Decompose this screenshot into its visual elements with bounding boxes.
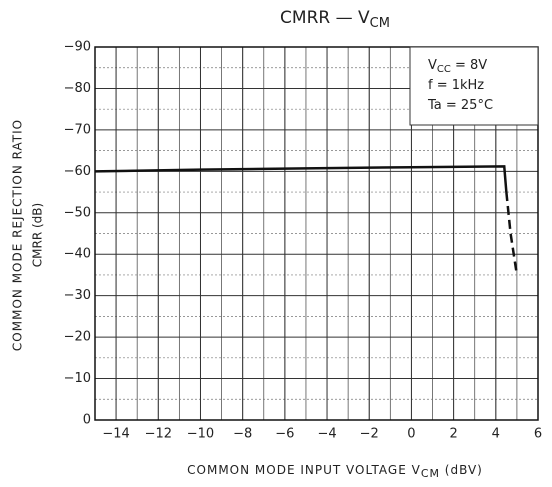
annotation-part: V [428,58,437,73]
annotation-part: f = 1kHz [428,78,484,93]
annotation-part: CC [437,64,451,75]
y-tick-label: −10 [64,371,91,386]
x-tick-label: −4 [317,427,336,442]
y-tick-label: −60 [64,164,91,179]
x-label: COMMON MODE INPUT VOLTAGE VCM (dBV) [187,463,483,481]
x-tick-label: 0 [407,427,415,442]
plot-frame [94,46,539,421]
y-tick-label: −70 [64,122,91,137]
chart-title: CMRR — VCM [280,8,390,31]
x-tick-label: 4 [492,427,500,442]
x-tick-label: −8 [233,427,252,442]
x-tick-label: −12 [145,427,172,442]
y-label: CMRR (dB) [31,203,45,267]
annotation: VCC = 8V [428,58,487,76]
y-tick-label: −40 [64,247,91,262]
y-tick-label: −90 [64,40,91,55]
line [94,165,508,193]
x-tick-label: −10 [187,427,214,442]
x-tick-label: −6 [275,427,294,442]
x-tick-label: −2 [360,427,379,442]
annotation-part: Ta = 25°C [427,98,493,113]
x-tick-label: 6 [534,427,542,442]
x-tick-label: −14 [102,427,129,442]
y-tick-label: −30 [64,288,91,303]
annotation-part: = 8V [451,58,487,73]
annotation-box [409,46,539,126]
annotation: f = 1kHz [428,78,484,93]
annotation: Ta = 25°C [427,98,493,113]
y-label: COMMON MODE REJECTION RATIO [11,119,25,351]
y-tick-label: −80 [64,81,91,96]
y-tick-label: −20 [64,330,91,345]
x-tick-label: 2 [449,427,457,442]
y-tick-label: 0 [83,413,91,428]
y-tick-label: −50 [64,205,91,220]
